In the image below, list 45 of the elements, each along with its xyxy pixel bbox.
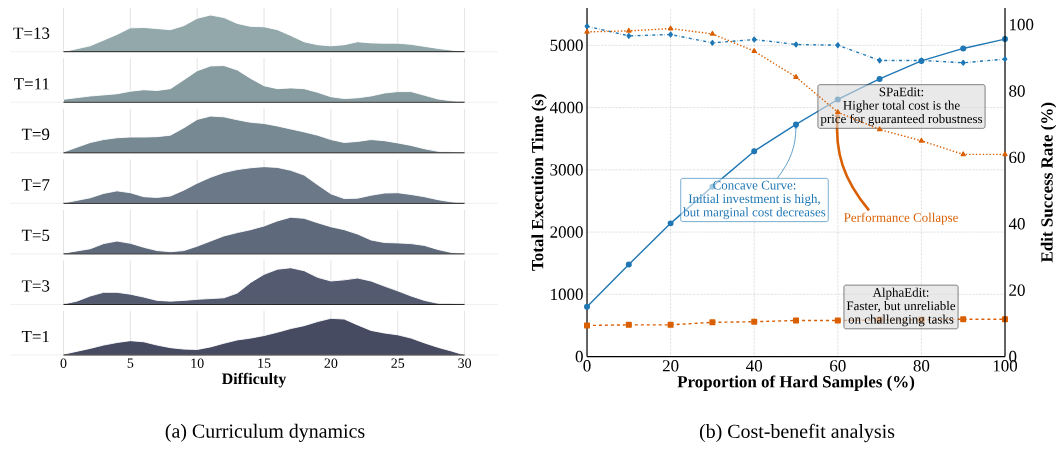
annotation: SPaEdit: (879, 87, 924, 97)
y-tick-label: 2000 (550, 226, 583, 238)
x-axis-title: Difficulty (221, 372, 287, 388)
x-tick-label: 0 (583, 360, 591, 372)
y2-tick-label: 20 (1009, 284, 1025, 296)
x-tick-label: 30 (458, 358, 472, 368)
annotation: Initial investment is high, (688, 193, 820, 206)
x-tick-label: 25 (391, 358, 405, 368)
x-tick-label: 10 (191, 358, 204, 368)
x-tick-label: 0 (60, 358, 67, 368)
x-tick-label: 40 (746, 360, 763, 372)
annotation: price for guaranteed robustness (820, 113, 983, 126)
y2-tick-label: 100 (1010, 18, 1034, 31)
annotation: on challenging tasks (848, 314, 954, 327)
y2-axis-title: Edit Success Rate (%) (1040, 102, 1057, 263)
y-axis-title: T=1 (21, 330, 49, 343)
annotation: Higher total cost is the (843, 100, 960, 113)
y-tick-label: 4000 (549, 101, 583, 114)
x-tick-label: 80 (913, 360, 930, 372)
y-axis-title: T=13 (13, 27, 50, 39)
annotation: AlphaEdit: (872, 287, 929, 300)
y-axis-title: T=7 (21, 179, 50, 191)
y-axis-title: T=5 (21, 229, 50, 242)
y-tick-label: 1000 (551, 288, 583, 301)
y-axis-title: T=11 (14, 78, 49, 90)
y-axis-title: Total Execution Time (s) (531, 94, 547, 271)
y-tick-label: 3000 (550, 164, 583, 176)
y-axis-title: T=9 (21, 128, 50, 140)
y-axis-title: T=3 (21, 280, 50, 292)
x-tick-label: 5 (127, 358, 134, 368)
y2-tick-label: 60 (1009, 151, 1025, 164)
x-tick-label: 60 (830, 360, 846, 372)
y2-tick-label: 40 (1008, 218, 1025, 230)
x-tick-label: 20 (662, 360, 679, 372)
x-tick-label: 15 (258, 358, 271, 368)
text: (a) Curriculum dynamics (165, 423, 365, 442)
annotation: but marginal cost decreases (683, 207, 826, 220)
x-axis-title: Proportion of Hard Samples (%) (677, 375, 915, 391)
annotation: Performance Collapse (844, 212, 958, 225)
text: (b) Cost-benefit analysis (699, 423, 895, 443)
annotation: Faster, but unreliable (846, 301, 956, 313)
y2-tick-label: 80 (1009, 85, 1025, 97)
annotation: Concave Curve: (713, 180, 796, 190)
y-tick-label: 5000 (550, 39, 583, 52)
x-tick-label: 20 (324, 358, 338, 368)
